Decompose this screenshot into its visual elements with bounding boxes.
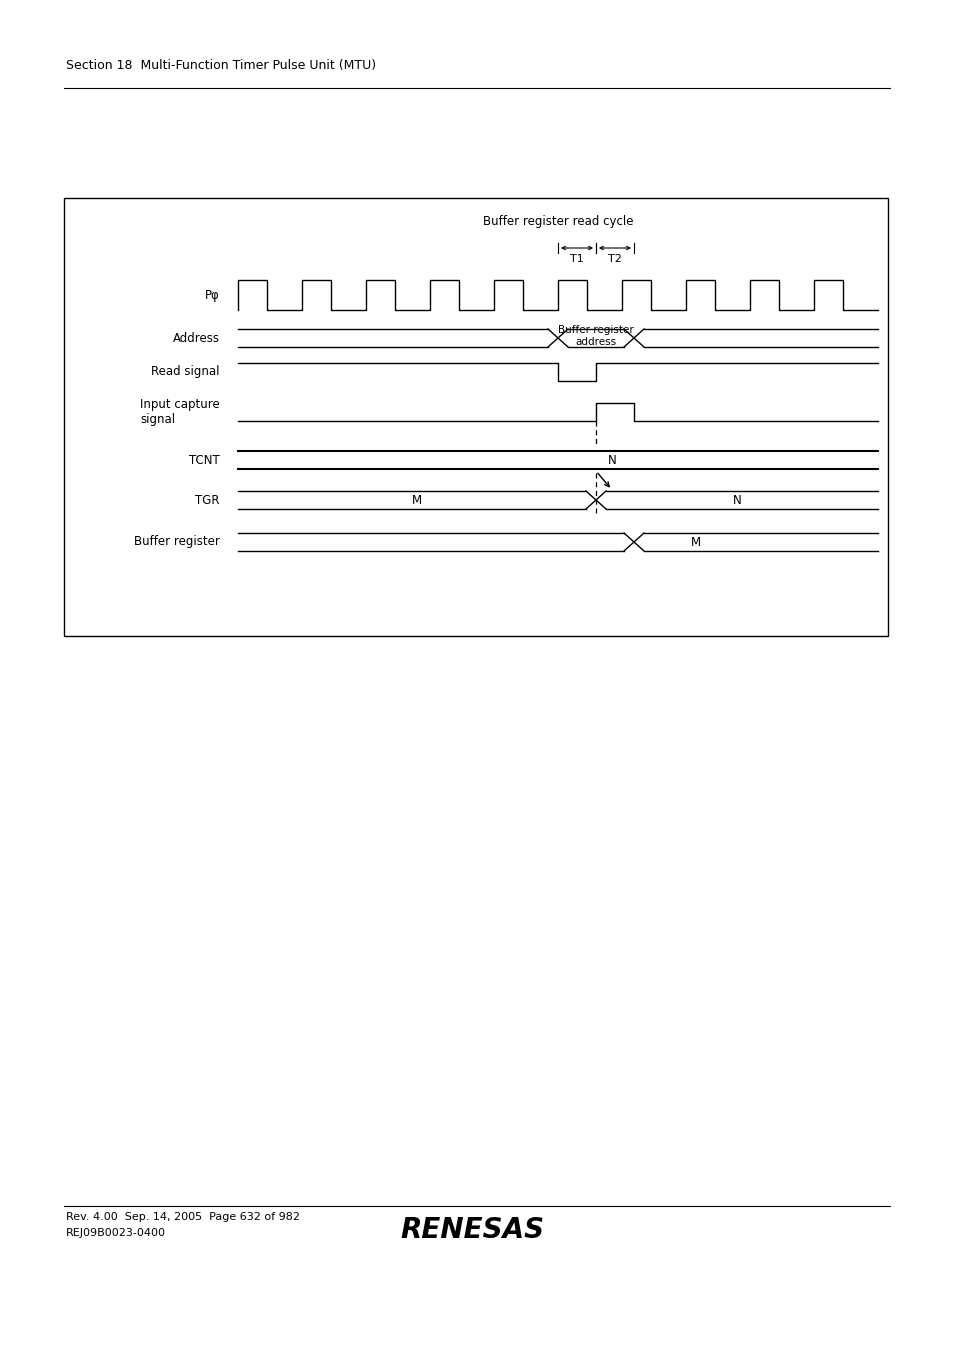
Text: Read signal: Read signal bbox=[152, 366, 220, 378]
Text: M: M bbox=[412, 493, 421, 507]
Text: Address: Address bbox=[172, 331, 220, 345]
Text: Rev. 4.00  Sep. 14, 2005  Page 632 of 982: Rev. 4.00 Sep. 14, 2005 Page 632 of 982 bbox=[66, 1212, 299, 1223]
Text: Section 18  Multi-Function Timer Pulse Unit (MTU): Section 18 Multi-Function Timer Pulse Un… bbox=[66, 59, 375, 72]
Text: Buffer register
address: Buffer register address bbox=[558, 326, 633, 347]
Text: RENESAS: RENESAS bbox=[399, 1216, 543, 1244]
Text: REJ09B0023-0400: REJ09B0023-0400 bbox=[66, 1228, 166, 1238]
Bar bbox=[64, 199, 887, 636]
Text: Buffer register read cycle: Buffer register read cycle bbox=[482, 215, 633, 228]
Text: TCNT: TCNT bbox=[189, 454, 220, 466]
Text: TGR: TGR bbox=[195, 493, 220, 507]
Text: T2: T2 bbox=[607, 254, 621, 263]
Text: N: N bbox=[607, 454, 616, 466]
Text: N: N bbox=[732, 493, 740, 507]
Text: M: M bbox=[690, 535, 700, 549]
Text: Buffer register: Buffer register bbox=[134, 535, 220, 549]
Text: Pφ: Pφ bbox=[205, 289, 220, 301]
Text: T1: T1 bbox=[570, 254, 583, 263]
Text: Input capture
signal: Input capture signal bbox=[140, 399, 220, 426]
